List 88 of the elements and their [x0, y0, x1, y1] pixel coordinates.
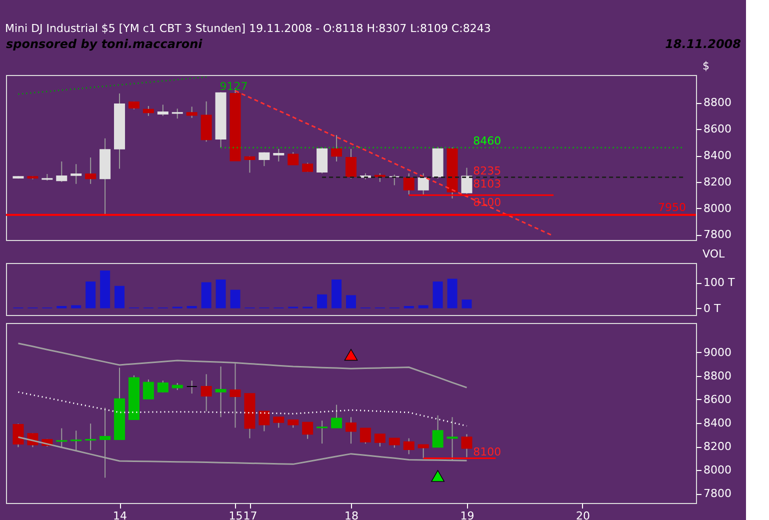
candlestick	[331, 134, 342, 162]
candlestick	[461, 434, 472, 458]
bar	[86, 282, 96, 308]
annotation: 8103	[473, 177, 502, 190]
y-tick-label: 8000	[704, 464, 732, 477]
candlestick	[331, 404, 342, 428]
candlestick	[302, 422, 314, 440]
y-tick-label: 100 T	[704, 276, 735, 290]
text: 18.11.2008	[665, 37, 741, 51]
annotation: 8235	[473, 164, 502, 178]
candlestick	[244, 156, 256, 174]
y-tick-label: 0 T	[704, 302, 721, 315]
candlestick	[346, 416, 356, 444]
candlestick	[418, 172, 429, 196]
candlestick	[172, 108, 183, 120]
candlestick	[388, 438, 400, 448]
candlestick	[288, 152, 299, 166]
line-series	[17, 76, 208, 95]
text: sponsored by toni.maccaroni	[6, 37, 204, 51]
y-tick-label: 8000	[704, 202, 732, 215]
bar	[216, 279, 226, 308]
candlestick	[142, 106, 154, 116]
bar	[332, 279, 342, 308]
y-tick-label: 8200	[704, 175, 732, 188]
candlestick	[273, 416, 284, 428]
x-tick-label: 18	[344, 510, 358, 520]
candlestick	[388, 174, 400, 186]
y-tick-label: 7800	[704, 487, 732, 500]
annotation: 9127	[220, 80, 248, 93]
bar	[201, 282, 212, 308]
y-tick-label: 8800	[704, 369, 732, 382]
candlestick	[360, 428, 371, 444]
candlestick	[186, 380, 198, 394]
bar	[317, 294, 328, 308]
y-tick-label: 8600	[704, 392, 732, 406]
candlestick	[374, 434, 386, 448]
candlestick	[157, 380, 168, 393]
annotation: 8100	[473, 445, 502, 458]
candlestick	[403, 438, 414, 455]
x-tick-label: 19	[460, 510, 474, 520]
candlestick	[258, 410, 270, 432]
y-tick-label: 8200	[704, 440, 732, 454]
bar	[432, 282, 443, 308]
candlestick	[70, 164, 82, 184]
y-tick-label: 8800	[704, 96, 732, 110]
x-tick-label: 15	[228, 510, 243, 520]
annotation: 8460	[473, 134, 502, 148]
candlestick	[418, 444, 429, 459]
y-tick-label: 8400	[704, 416, 732, 430]
bar	[100, 270, 110, 308]
candlestick	[316, 147, 328, 174]
bar	[462, 300, 472, 308]
bar	[346, 295, 356, 308]
x-tick-label: 20	[576, 510, 590, 520]
x-tick-label: 17	[243, 510, 258, 520]
candlestick	[186, 106, 198, 118]
candlestick	[403, 172, 414, 195]
bar	[447, 278, 458, 308]
candlestick	[85, 157, 96, 184]
bar	[404, 306, 414, 308]
y-tick-label: 7800	[704, 228, 732, 242]
candlestick	[461, 167, 472, 194]
bar	[71, 305, 82, 308]
candlestick	[85, 423, 96, 451]
candlestick	[200, 374, 212, 412]
candlestick	[432, 414, 444, 448]
x-tick-label: 14	[113, 510, 128, 520]
y-tick-label: 9000	[704, 346, 732, 359]
bar	[56, 306, 67, 308]
bar	[418, 305, 428, 308]
candlestick	[273, 148, 284, 162]
bar	[186, 306, 197, 308]
ref-line-label: 7950	[658, 200, 686, 214]
y-axis-title: VOL	[702, 248, 726, 260]
bar	[230, 290, 240, 308]
chart-title: Mini DJ Industrial $5 [YM c1 CBT 3 Stunden] 19.11.2008 - O:8118 H:8307 L:8109 C:8243	[5, 22, 491, 35]
candlestick	[142, 378, 154, 400]
line-series	[17, 391, 468, 427]
y-tick-label: 8400	[704, 149, 732, 162]
y-axis-title: $	[702, 60, 710, 72]
candlestick	[157, 104, 168, 116]
candlestick	[346, 148, 356, 180]
candlestick	[215, 366, 226, 418]
candlestick	[316, 420, 328, 444]
candlestick	[258, 152, 270, 167]
bar	[114, 286, 125, 308]
candlestick	[56, 160, 68, 182]
y-tick-label: 8600	[704, 122, 732, 136]
